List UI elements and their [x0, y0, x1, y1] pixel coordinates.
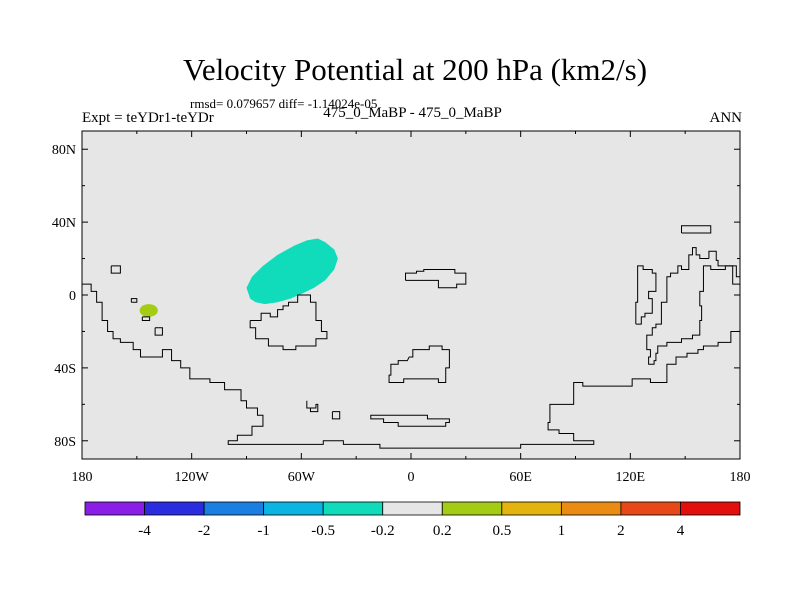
colorbar-label: 0.2: [433, 523, 452, 539]
experiment-label: Expt = teYDr1-teYDr: [82, 110, 214, 126]
colorbar: -4 -2 -1 -0.5 -0.2 0.2 0.5 1 2 4: [84, 501, 741, 539]
coastline-6: [681, 225, 712, 234]
coastline-3: [388, 345, 450, 383]
colorbar-label: 0.5: [492, 523, 511, 539]
colorbar-box: [382, 501, 443, 516]
colorbar-label: -0.5: [311, 523, 335, 539]
coastline-4: [370, 414, 450, 427]
colorbar-box: [441, 501, 503, 516]
y-tick-label: 80S: [54, 435, 76, 450]
y-tick-label: 40S: [54, 362, 76, 377]
y-tick-label: 0: [69, 289, 76, 304]
coastline-0: [82, 283, 740, 449]
axis-ticks: 180 120W 60W 0 60E 120E 180 80N 40N 0 40S 80S: [52, 131, 751, 485]
y-tick-label: 80N: [52, 143, 76, 158]
stats-line: rmsd= 0.079657 diff= -1.14024e-05: [190, 96, 378, 111]
coastlines: [82, 225, 740, 449]
coastline-7: [708, 250, 740, 278]
coastline-10: [130, 298, 138, 303]
y-tick-label: 40N: [52, 216, 76, 231]
coastline-13: [306, 400, 319, 413]
x-tick-label: 180: [730, 470, 751, 485]
season-label: ANN: [709, 110, 743, 126]
colorbar-label: -2: [198, 523, 211, 539]
x-tick-label: 60W: [288, 470, 316, 485]
case-label: 475_0_MaBP - 475_0_MaBP: [323, 105, 502, 121]
colorbar-box: [560, 501, 622, 516]
anomaly-region-0: [246, 238, 338, 305]
colorbar-box: [144, 501, 205, 516]
colorbar-label: 2: [617, 523, 625, 539]
coastline-8: [646, 247, 740, 365]
x-tick-label: 120W: [175, 470, 210, 485]
plot-background: [82, 131, 740, 459]
x-tick-label: 60E: [509, 470, 532, 485]
colorbar-box: [322, 501, 384, 516]
anomaly-region-1: [139, 304, 158, 317]
colorbar-label: -0.2: [371, 523, 395, 539]
x-tick-label: 180: [72, 470, 93, 485]
colorbar-label: -1: [257, 523, 270, 539]
colorbar-label: 1: [558, 523, 566, 539]
colorbar-box: [203, 501, 265, 516]
coastline-9: [110, 265, 121, 274]
colorbar-label: -4: [138, 523, 151, 539]
colorbar-box: [620, 501, 681, 516]
colorbar-box: [84, 501, 145, 516]
x-tick-label: 120E: [616, 470, 646, 485]
x-tick-label: 0: [408, 470, 415, 485]
anomaly-regions: [139, 238, 338, 317]
colorbar-box: [501, 501, 562, 516]
coastline-1: [249, 294, 328, 351]
coastline-2: [405, 268, 467, 289]
colorbar-box: [680, 501, 741, 516]
coastline-14: [331, 411, 341, 420]
coastline-12: [154, 327, 163, 336]
chart-title: Velocity Potential at 200 hPa (km2/s): [182, 52, 648, 87]
coastline-5: [635, 265, 657, 325]
colorbar-label: 4: [677, 523, 685, 539]
colorbar-box: [263, 501, 324, 516]
coastline-11: [141, 316, 151, 322]
